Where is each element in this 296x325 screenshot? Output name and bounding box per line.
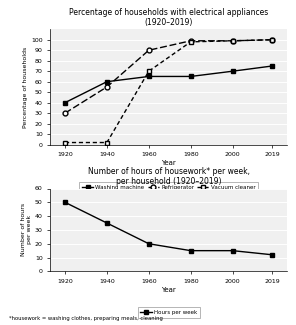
X-axis label: Year: Year — [161, 160, 176, 166]
Y-axis label: Number of hours
per week: Number of hours per week — [21, 203, 32, 256]
Legend: Washing machine, Refrigerator, Vacuum cleaner: Washing machine, Refrigerator, Vacuum cl… — [79, 182, 258, 193]
Text: *housework = washing clothes, preparing meals, cleaning: *housework = washing clothes, preparing … — [9, 316, 163, 321]
Title: Number of hours of housework* per week,
per household (1920–2019): Number of hours of housework* per week, … — [88, 167, 250, 186]
Title: Percentage of households with electrical appliances
(1920–2019): Percentage of households with electrical… — [69, 8, 268, 27]
X-axis label: Year: Year — [161, 287, 176, 293]
Y-axis label: Percentage of households: Percentage of households — [23, 46, 28, 127]
Legend: Hours per week: Hours per week — [138, 307, 200, 318]
